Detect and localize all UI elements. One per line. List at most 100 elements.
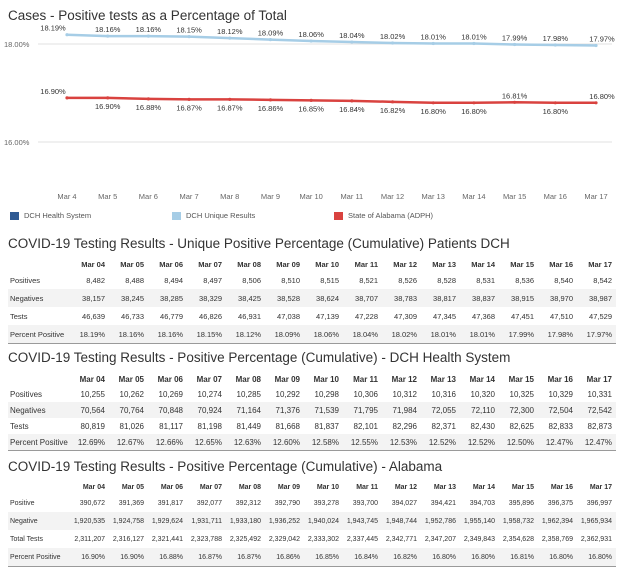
data-point bbox=[594, 101, 598, 105]
table-cell: 391,817 bbox=[157, 499, 183, 507]
x-tick-label: Mar 9 bbox=[261, 192, 280, 201]
column-header: Mar 07 bbox=[199, 483, 222, 491]
table-cell: 82,296 bbox=[392, 421, 417, 431]
table-cell: 10,325 bbox=[509, 389, 534, 399]
column-header: Mar 07 bbox=[198, 259, 222, 269]
table-cell: 18.09% bbox=[265, 325, 304, 344]
data-point bbox=[553, 43, 557, 47]
column-header: Mar 12 bbox=[393, 259, 417, 269]
column-header: Mar 13 bbox=[430, 374, 456, 384]
data-label: 16.81% bbox=[502, 91, 528, 100]
table-cell: 46,826 bbox=[199, 311, 222, 321]
table-cell: 71,164 bbox=[226, 402, 265, 418]
table-cell: 10,274 bbox=[197, 389, 222, 399]
table-cell: 82,833 bbox=[548, 421, 573, 431]
table-cell: 71,984 bbox=[382, 402, 421, 418]
data-label: 18.06% bbox=[298, 30, 324, 39]
table-cell: 1,958,732 bbox=[499, 512, 538, 530]
table-cell: 70,924 bbox=[187, 402, 226, 418]
table-cell: 8,528 bbox=[437, 275, 456, 285]
table-cell: 12.52% bbox=[460, 434, 499, 451]
table-cell: 10,320 bbox=[470, 389, 495, 399]
row-label: Negative bbox=[8, 512, 70, 530]
table-cell: 12.52% bbox=[421, 434, 460, 451]
x-tick-label: Mar 8 bbox=[220, 192, 239, 201]
table-cell: 16.90% bbox=[70, 548, 109, 567]
table-cell: 16.87% bbox=[226, 548, 265, 567]
x-tick-label: Mar 5 bbox=[98, 192, 117, 201]
data-label: 16.80% bbox=[421, 107, 447, 116]
table-title-unique-dch: COVID-19 Testing Results - Unique Positi… bbox=[8, 236, 510, 251]
column-header: Mar 06 bbox=[160, 483, 183, 491]
data-point bbox=[65, 33, 69, 37]
data-label: 17.99% bbox=[502, 33, 528, 42]
column-header: Mar 04 bbox=[82, 483, 105, 491]
table-row: Negatives 70,564 70,764 70,848 70,924 71,164 7… bbox=[8, 402, 616, 418]
data-point bbox=[187, 97, 191, 101]
table-cell: 38,707 bbox=[343, 289, 382, 307]
column-header: Mar 14 bbox=[472, 483, 495, 491]
row-label: Percent Positive bbox=[8, 434, 70, 451]
data-point bbox=[594, 43, 598, 48]
x-tick-label: Mar 17 bbox=[584, 192, 607, 201]
row-label: Negatives bbox=[8, 402, 70, 418]
table-cell: 392,077 bbox=[196, 499, 222, 507]
column-header: Mar 09 bbox=[274, 374, 300, 384]
table-cell: 47,451 bbox=[511, 311, 534, 321]
table-cell: 393,278 bbox=[313, 499, 339, 507]
table-row: Positive 390,672 391,369 391,817 392,077 392,… bbox=[8, 494, 616, 512]
table-cell: 2,323,788 bbox=[190, 535, 222, 543]
table-cell: 81,198 bbox=[197, 421, 222, 431]
column-header: Mar 07 bbox=[196, 374, 222, 384]
data-point bbox=[350, 40, 354, 44]
table-cell: 16.85% bbox=[304, 548, 343, 567]
row-label: Positive bbox=[10, 499, 35, 507]
x-tick-label: Mar 4 bbox=[57, 192, 76, 201]
table-cell: 12.53% bbox=[382, 434, 421, 451]
legend-swatch bbox=[334, 211, 343, 220]
table-cell: 1,931,711 bbox=[187, 512, 226, 530]
data-point bbox=[146, 34, 150, 38]
data-point bbox=[553, 101, 557, 105]
chart-title: Cases - Positive tests as a Percentage o… bbox=[8, 8, 287, 23]
data-point bbox=[513, 42, 517, 47]
table-row: Negative 1,920,535 1,924,758 1,929,624 1,931… bbox=[8, 512, 616, 530]
column-header bbox=[8, 372, 70, 386]
data-label: 18.02% bbox=[380, 32, 406, 41]
table-cell: 8,542 bbox=[593, 275, 612, 285]
x-tick-label: Mar 14 bbox=[462, 192, 485, 201]
table-cell: 394,703 bbox=[469, 499, 495, 507]
data-point bbox=[228, 36, 232, 40]
table-cell: 394,027 bbox=[391, 499, 417, 507]
table-cell: 2,316,127 bbox=[112, 535, 144, 543]
table-row: Percent Positive 12.69% 12.67% 12.66% 12.65%… bbox=[8, 434, 616, 451]
x-tick-label: Mar 12 bbox=[381, 192, 404, 201]
table-cell: 8,540 bbox=[554, 275, 573, 285]
data-point bbox=[146, 97, 150, 101]
row-label: Tests bbox=[10, 311, 28, 321]
table-cell: 81,668 bbox=[275, 421, 300, 431]
legend-item-state-of-alabama: State of Alabama (ADPH) bbox=[334, 211, 433, 220]
table-cell: 18.12% bbox=[226, 325, 265, 344]
table-cell: 10,285 bbox=[236, 389, 261, 399]
table-cell: 16.87% bbox=[187, 548, 226, 567]
table-title-alabama: COVID-19 Testing Results - Positive Perc… bbox=[8, 459, 443, 474]
table-cell: 16.80% bbox=[460, 548, 499, 567]
table-cell: 2,321,441 bbox=[151, 535, 183, 543]
column-header: Mar 11 bbox=[356, 483, 378, 491]
table-cell: 396,997 bbox=[586, 499, 612, 507]
table-cell: 8,536 bbox=[515, 275, 534, 285]
data-label: 16.88% bbox=[136, 103, 162, 112]
table-cell: 1,955,140 bbox=[460, 512, 499, 530]
column-header: Mar 17 bbox=[586, 374, 612, 384]
table-cell: 16.86% bbox=[265, 548, 304, 567]
legend-item-dch-health-system: DCH Health System bbox=[10, 211, 91, 220]
table-cell: 16.81% bbox=[499, 548, 538, 567]
table-cell: 72,055 bbox=[421, 402, 460, 418]
table-cell: 1,943,745 bbox=[343, 512, 382, 530]
data-label: 18.12% bbox=[217, 27, 243, 36]
table-cell: 17.97% bbox=[577, 325, 616, 344]
table-cell: 18.04% bbox=[343, 325, 382, 344]
table-cell: 10,262 bbox=[119, 389, 144, 399]
table-cell: 38,970 bbox=[538, 289, 577, 307]
